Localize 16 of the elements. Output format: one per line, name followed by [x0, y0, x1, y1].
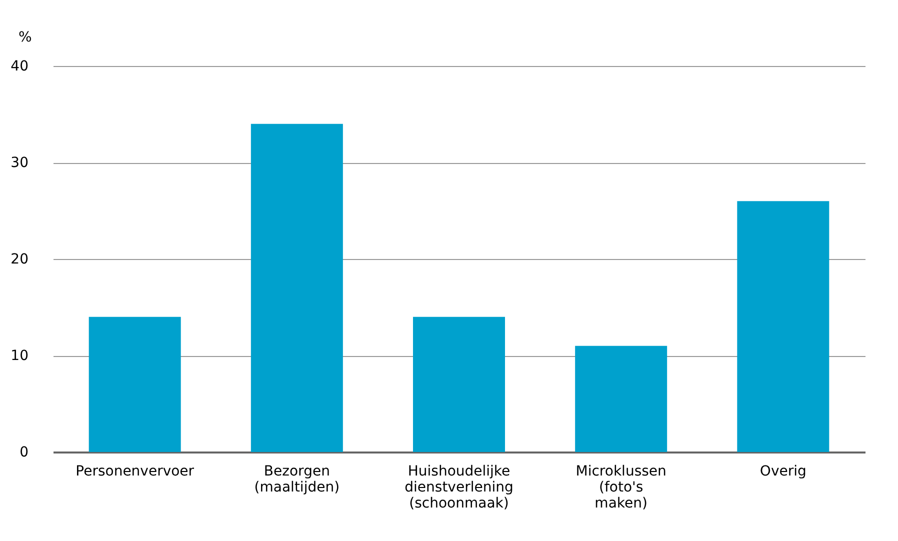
bar [250, 124, 343, 452]
x-tick-label: Bezorgen (maaltijden) [254, 464, 340, 496]
bar [575, 346, 668, 452]
bar [88, 316, 181, 452]
bar [737, 201, 830, 452]
x-tick-label: Overig [760, 464, 806, 480]
y-axis-title: % [18, 30, 32, 46]
y-tick-label: 40 [10, 58, 28, 74]
x-tick-label: Huishoudelijke dienstverlening (schoonmaak) [404, 464, 514, 512]
y-tick-label: 0 [20, 444, 28, 460]
y-tick-label: 10 [10, 348, 28, 364]
y-tick-label: 20 [10, 252, 28, 268]
x-tick-label: Personenvervoer [76, 464, 194, 480]
y-tick-label: 30 [10, 155, 28, 171]
x-tick-label: Microklussen (foto's maken) [576, 464, 666, 512]
bar [413, 316, 505, 452]
